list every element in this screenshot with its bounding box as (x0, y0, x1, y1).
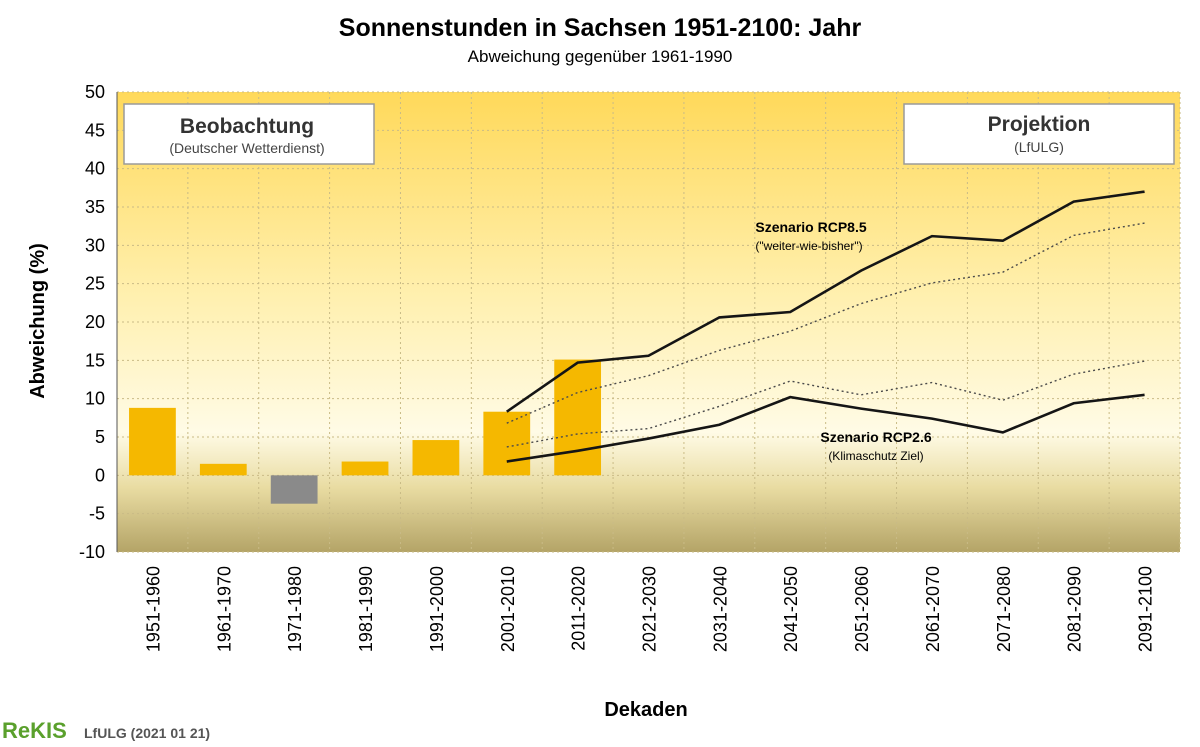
y-tick-label: 25 (85, 274, 105, 294)
x-tick-label: 2041-2050 (781, 566, 801, 652)
x-tick-label: 1991-2000 (427, 566, 447, 652)
x-tick-label: 1971-1980 (285, 566, 305, 652)
y-axis-label: Abweichung (%) (27, 243, 49, 399)
y-tick-label: 50 (85, 82, 105, 102)
source-note: LfULG (2021 01 21) (84, 725, 210, 741)
x-tick-label: 2051-2060 (852, 566, 872, 652)
observation-title: Beobachtung (180, 115, 314, 138)
y-tick-label: 5 (95, 427, 105, 447)
x-tick-label: 1961-1970 (214, 566, 234, 652)
brand-logo: ReKIS (2, 718, 67, 743)
x-tick-label: 2091-2100 (1136, 566, 1156, 652)
x-tick-label: 2061-2070 (923, 566, 943, 652)
x-tick-label: 2031-2040 (710, 566, 730, 652)
bar-1961-1970 (199, 463, 247, 476)
gridlines (116, 91, 1181, 553)
x-tick-label: 1951-1960 (143, 566, 163, 652)
x-tick-label: 2011-2020 (569, 566, 589, 651)
y-tick-label: 30 (85, 235, 105, 255)
annotation-rcp85-sub: ("weiter-wie-bisher") (755, 239, 862, 253)
projection-box: Projektion (LfULG) (903, 103, 1175, 165)
x-tick-label: 2001-2010 (498, 566, 518, 652)
x-tick-label: 2021-2030 (640, 566, 660, 652)
bar-1971-1980 (270, 475, 318, 504)
chart-title: Sonnenstunden in Sachsen 1951-2100: Jahr (339, 14, 862, 42)
bar-1991-2000 (412, 440, 460, 476)
bar-1981-1990 (341, 461, 389, 476)
y-tick-label: 40 (85, 159, 105, 179)
y-tick-label: -5 (89, 504, 105, 524)
x-tick-label: 2071-2080 (994, 566, 1014, 652)
annotation-rcp26-sub: (Klimaschutz Ziel) (828, 449, 923, 463)
annotation-rcp85-title: Szenario RCP8.5 (755, 219, 866, 235)
x-tick-label: 1981-1990 (356, 566, 376, 652)
y-axis-ticks: -10 -5 0 5 10 15 20 25 30 35 40 45 50 (79, 82, 105, 562)
scenario-lines (506, 190, 1145, 463)
x-axis-ticks: 1951-1960 1961-1970 1971-1980 1981-1990 1991… (143, 566, 1155, 652)
line-RCP26-solid (506, 393, 1145, 463)
y-tick-label: 10 (85, 389, 105, 409)
line-RCP85-dotted (506, 222, 1145, 424)
annotation-rcp26-title: Szenario RCP2.6 (820, 429, 931, 445)
bar-1951-1960 (129, 407, 176, 476)
y-tick-label: -10 (79, 542, 105, 562)
projection-sub: (LfULG) (1014, 139, 1064, 155)
projection-title: Projektion (988, 113, 1091, 136)
y-tick-label: 45 (85, 120, 105, 140)
bar-2011-2020 (554, 359, 602, 476)
observation-sub: (Deutscher Wetterdienst) (169, 140, 324, 156)
y-tick-label: 0 (95, 465, 105, 485)
chart-subtitle: Abweichung gegenüber 1961-1990 (468, 47, 733, 66)
y-tick-label: 15 (85, 350, 105, 370)
x-axis-label: Dekaden (604, 699, 687, 721)
y-tick-label: 35 (85, 197, 105, 217)
observation-box: Beobachtung (Deutscher Wetterdienst) (123, 103, 375, 165)
x-tick-label: 2081-2090 (1065, 566, 1085, 652)
y-tick-label: 20 (85, 312, 105, 332)
bars (129, 359, 602, 504)
line-RCP85-solid (506, 190, 1145, 413)
